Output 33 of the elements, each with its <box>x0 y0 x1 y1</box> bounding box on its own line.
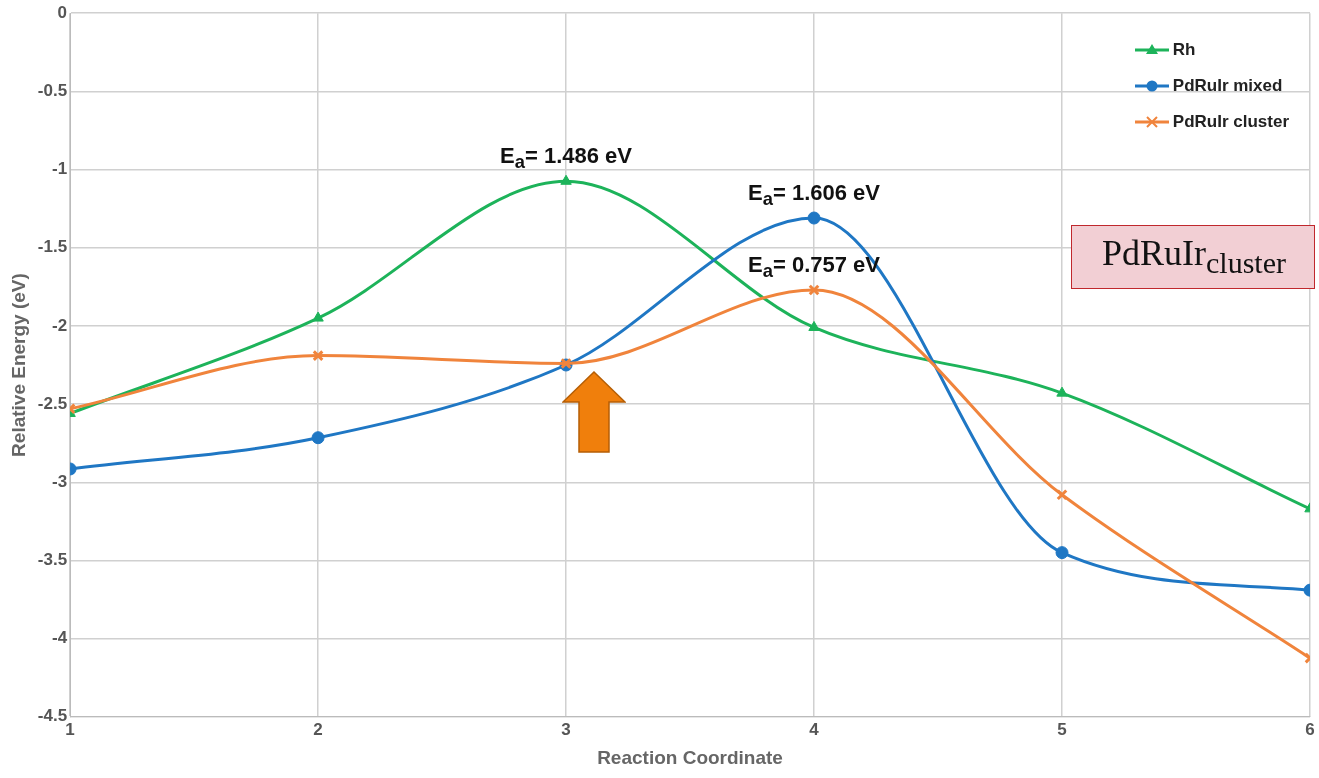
y-tick-label: -0.5 <box>37 81 68 101</box>
annotation: PdRuIr$_{cluster}$ <box>1071 225 1315 290</box>
x-tick-label: 1 <box>65 719 75 739</box>
point <box>1056 489 1068 501</box>
y-tick-label: -2 <box>51 315 68 335</box>
point <box>560 174 572 185</box>
x-axis-title: Reaction Coordinate <box>597 746 783 768</box>
y-tick-label: -1 <box>51 159 68 179</box>
point <box>808 320 820 331</box>
point <box>1056 386 1068 397</box>
y-tick-label: -3.5 <box>37 550 68 570</box>
y-tick-label: -1.5 <box>37 237 68 257</box>
y-tick-label: -2.5 <box>37 393 68 413</box>
y-tick-label: -3 <box>51 471 68 491</box>
x-tick-label: 2 <box>313 719 323 739</box>
annotation: E$_{a}$= 1.606 eV <box>748 179 880 211</box>
point <box>807 211 821 225</box>
point <box>312 311 324 322</box>
point <box>311 431 325 445</box>
point <box>1055 546 1069 560</box>
annotation: E$_{a}$= 1.486 eV <box>500 142 633 174</box>
y-axis-title: Relative Energy (eV) <box>7 273 29 457</box>
x-tick-label: 3 <box>561 719 571 739</box>
x-tick-label: 4 <box>809 719 820 739</box>
y-tick-label: 0 <box>57 2 68 22</box>
x-tick-label: 5 <box>1057 719 1067 739</box>
point <box>808 284 820 296</box>
x-tick-label: 6 <box>1305 719 1315 739</box>
legend-label: Rh <box>1172 40 1196 60</box>
legend-label: PdRuIr cluster <box>1172 112 1289 132</box>
y-tick-label: -4 <box>51 628 68 648</box>
point <box>312 349 324 362</box>
legend-label: PdRuIr mixed <box>1172 76 1283 96</box>
